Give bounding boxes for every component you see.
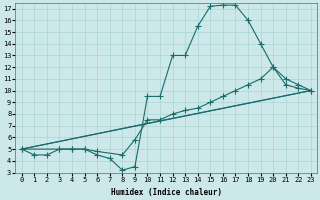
X-axis label: Humidex (Indice chaleur): Humidex (Indice chaleur) [111, 188, 222, 197]
